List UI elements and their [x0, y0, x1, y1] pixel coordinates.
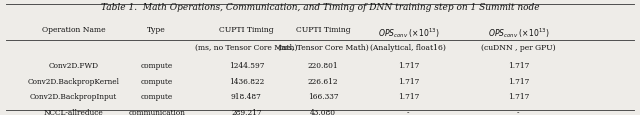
Text: $\mathit{OPS}_{conv}$ $(\times10^{13})$: $\mathit{OPS}_{conv}$ $(\times10^{13})$ [488, 26, 549, 40]
Text: 1436.822: 1436.822 [228, 77, 264, 85]
Text: (cuDNN , per GPU): (cuDNN , per GPU) [481, 44, 556, 52]
Text: CUPTI Timing: CUPTI Timing [296, 26, 351, 34]
Text: -: - [407, 108, 410, 115]
Text: 289.217: 289.217 [231, 108, 262, 115]
Text: Conv2D.BackpropInput: Conv2D.BackpropInput [30, 93, 117, 101]
Text: 918.487: 918.487 [231, 93, 262, 101]
Text: 220.801: 220.801 [308, 62, 339, 69]
Text: 43.080: 43.080 [310, 108, 336, 115]
Text: Conv2D.FWD: Conv2D.FWD [49, 62, 99, 69]
Text: 1.717: 1.717 [397, 62, 419, 69]
Text: 1.717: 1.717 [508, 62, 529, 69]
Text: 1.717: 1.717 [397, 77, 419, 85]
Text: 166.337: 166.337 [308, 93, 339, 101]
Text: 1.717: 1.717 [508, 93, 529, 101]
Text: Conv2D.BackpropKernel: Conv2D.BackpropKernel [28, 77, 120, 85]
Text: compute: compute [141, 77, 173, 85]
Text: Operation Name: Operation Name [42, 26, 106, 34]
Text: compute: compute [141, 62, 173, 69]
Text: communication: communication [129, 108, 185, 115]
Text: Type: Type [147, 26, 166, 34]
Text: 1244.597: 1244.597 [228, 62, 264, 69]
Text: (ms, no Tensor Core Math): (ms, no Tensor Core Math) [195, 44, 298, 52]
Text: 1.717: 1.717 [508, 77, 529, 85]
Text: NCCL-allreduce: NCCL-allreduce [44, 108, 104, 115]
Text: 226.612: 226.612 [308, 77, 339, 85]
Text: 1.717: 1.717 [397, 93, 419, 101]
Text: (ms, Tensor Core Math): (ms, Tensor Core Math) [278, 44, 369, 52]
Text: $\mathit{OPS}_{conv}$ $(\times10^{13})$: $\mathit{OPS}_{conv}$ $(\times10^{13})$ [378, 26, 439, 40]
Text: -: - [517, 108, 520, 115]
Text: CUPTI Timing: CUPTI Timing [219, 26, 274, 34]
Text: (Analytical, float16): (Analytical, float16) [371, 44, 446, 52]
Text: compute: compute [141, 93, 173, 101]
Text: Table 1.  Math Operations, Communication, and Timing of DNN training step on 1 S: Table 1. Math Operations, Communication,… [100, 3, 540, 12]
